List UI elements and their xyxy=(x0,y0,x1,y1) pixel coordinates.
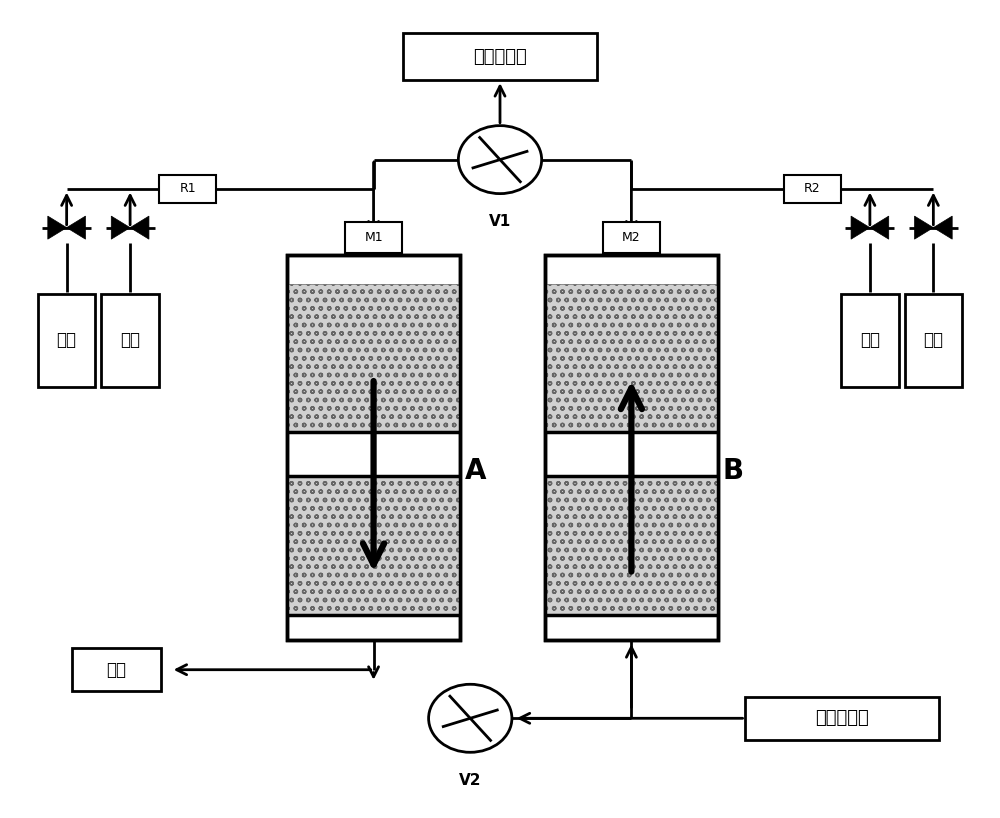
Bar xyxy=(403,34,597,80)
Bar xyxy=(287,284,460,432)
Text: 烟气: 烟气 xyxy=(106,661,126,679)
Bar xyxy=(545,284,718,432)
Polygon shape xyxy=(130,216,149,239)
Bar xyxy=(159,175,216,203)
Bar xyxy=(101,294,159,387)
Text: 燃气: 燃气 xyxy=(860,331,880,349)
Text: R2: R2 xyxy=(804,182,821,196)
Circle shape xyxy=(429,685,512,753)
Polygon shape xyxy=(933,216,952,239)
Polygon shape xyxy=(48,216,67,239)
Bar xyxy=(545,255,718,640)
Bar xyxy=(745,697,939,739)
Bar xyxy=(603,222,660,253)
Text: V1: V1 xyxy=(489,213,511,229)
Bar xyxy=(287,255,460,640)
Text: V2: V2 xyxy=(459,772,482,788)
Bar xyxy=(841,294,899,387)
Polygon shape xyxy=(870,216,889,239)
Polygon shape xyxy=(111,216,130,239)
Polygon shape xyxy=(851,216,870,239)
Bar xyxy=(287,476,460,615)
Text: 燃气: 燃气 xyxy=(57,331,77,349)
Bar xyxy=(38,294,95,387)
Polygon shape xyxy=(915,216,933,239)
Text: R1: R1 xyxy=(179,182,196,196)
Bar xyxy=(345,222,402,253)
Text: B: B xyxy=(722,456,744,484)
Bar xyxy=(287,255,460,640)
Circle shape xyxy=(458,126,542,194)
Text: 空气: 空气 xyxy=(923,331,943,349)
Text: A: A xyxy=(464,456,486,484)
Text: M2: M2 xyxy=(622,231,641,244)
Polygon shape xyxy=(67,216,85,239)
Text: M1: M1 xyxy=(364,231,383,244)
Text: 气体（冷）: 气体（冷） xyxy=(815,709,869,727)
Bar xyxy=(905,294,962,387)
Text: 空气: 空气 xyxy=(120,331,140,349)
Bar xyxy=(72,648,161,691)
Bar xyxy=(545,476,718,615)
Text: 气体（热）: 气体（热） xyxy=(473,47,527,65)
Bar xyxy=(545,255,718,640)
Bar xyxy=(784,175,841,203)
